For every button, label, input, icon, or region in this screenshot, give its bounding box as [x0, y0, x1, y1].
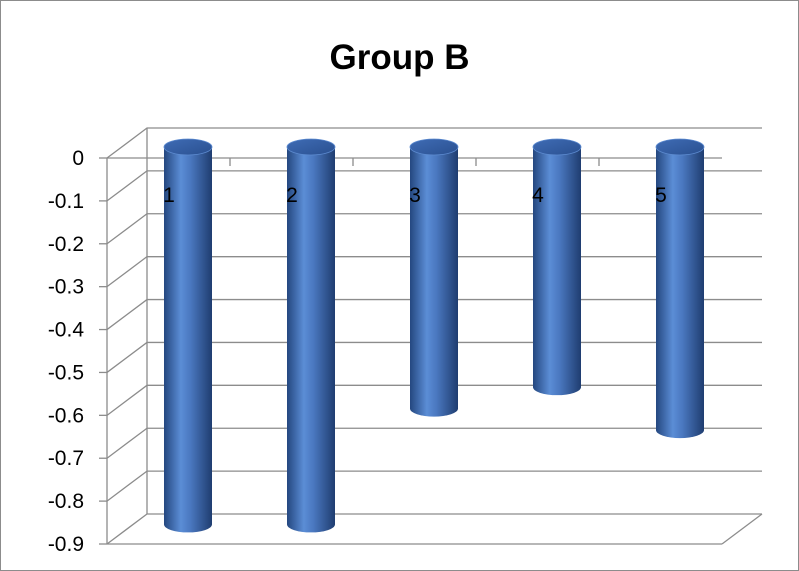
bar-cap	[163, 138, 213, 156]
y-tick-label: -0.2	[48, 233, 84, 256]
y-tick-label: -0.9	[48, 533, 84, 556]
bar-body	[656, 147, 704, 439]
bar-cap	[286, 138, 336, 156]
bar-cap	[532, 138, 582, 156]
bar	[409, 138, 459, 417]
bar	[163, 138, 213, 533]
bar	[532, 138, 582, 396]
x-tick-label: 3	[409, 184, 421, 207]
x-tick-label: 1	[163, 184, 175, 207]
y-tick-label: -0.4	[48, 319, 85, 342]
bar-body	[533, 147, 581, 396]
bar	[286, 138, 336, 533]
floor-right-edge	[721, 513, 763, 545]
chart-title: Group B	[329, 38, 470, 77]
bar-cap	[655, 138, 705, 156]
y-tick-label: -0.3	[48, 276, 84, 299]
bar-body	[164, 147, 212, 533]
y-tick-label: -0.6	[48, 404, 84, 427]
bar	[655, 138, 705, 439]
x-tick-label: 5	[655, 184, 667, 207]
y-tick-label: -0.1	[48, 190, 84, 213]
y-tick-label: -0.5	[48, 361, 84, 384]
y-tick-label: -0.7	[48, 447, 84, 470]
y-tick-label: -0.8	[48, 490, 84, 513]
x-tick-label: 2	[286, 184, 298, 207]
bar-body	[410, 147, 458, 417]
x-tick-label: 4	[532, 184, 544, 207]
bar-cap	[409, 138, 459, 156]
bar-body	[287, 147, 335, 533]
y-tick-label: 0	[72, 147, 84, 170]
